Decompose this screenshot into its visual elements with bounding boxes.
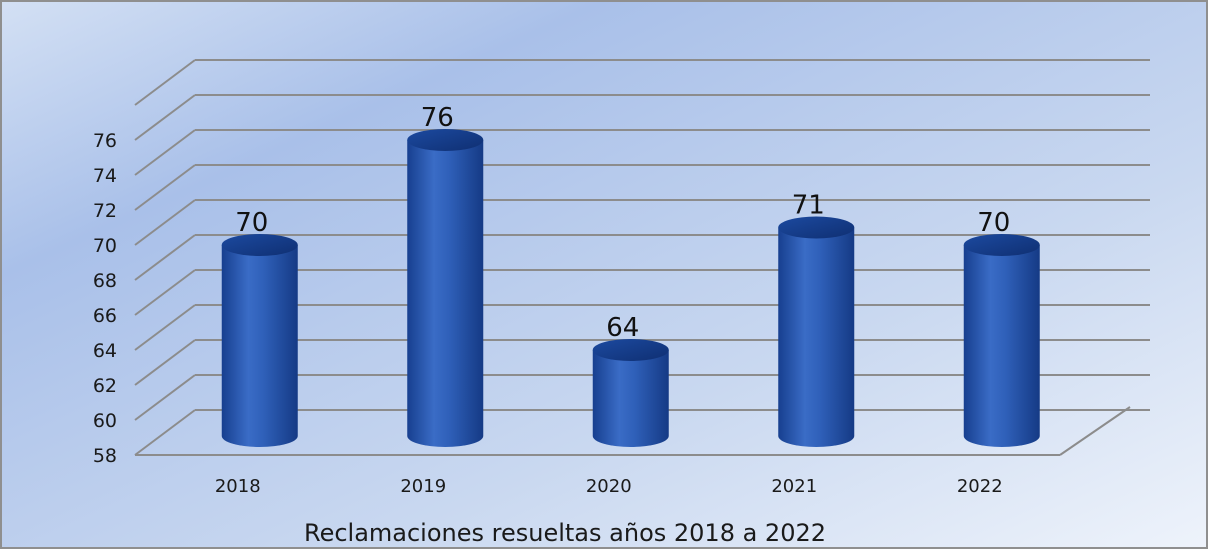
gridline-diagonal <box>134 304 196 351</box>
bar-2019 <box>407 129 484 447</box>
y-tick-label: 60 <box>93 410 117 432</box>
floor-side-edge <box>1059 406 1131 456</box>
bar-cap <box>778 216 855 239</box>
bar-cap <box>221 234 298 256</box>
gridline-diagonal <box>134 164 196 211</box>
x-axis-title: Reclamaciones resueltas años 2018 a 2022 <box>304 519 826 547</box>
bar-2022 <box>963 234 1040 447</box>
gridline-diagonal <box>134 234 196 281</box>
x-tick-label: 2018 <box>215 476 261 497</box>
bar-body <box>221 245 298 447</box>
y-tick-label: 72 <box>93 200 117 222</box>
y-tick-label: 66 <box>93 305 117 327</box>
x-tick-label: 2019 <box>400 476 446 497</box>
gridline-diagonal <box>134 59 196 106</box>
y-tick-label: 76 <box>93 130 117 152</box>
gridline-diagonal <box>134 94 196 141</box>
data-label: 71 <box>792 191 825 221</box>
bar-body <box>778 227 855 447</box>
y-tick-label: 58 <box>93 445 117 467</box>
y-axis-ticks: 58 60 62 64 66 68 70 72 74 76 <box>93 130 117 467</box>
x-tick-label: 2021 <box>771 476 817 497</box>
data-label: 64 <box>606 313 639 343</box>
gridline-diagonal <box>134 269 196 316</box>
y-tick-label: 68 <box>93 270 117 292</box>
data-label: 70 <box>235 208 268 238</box>
data-label: 70 <box>977 208 1010 238</box>
bar-2020 <box>592 339 669 447</box>
x-tick-label: 2022 <box>957 476 1003 497</box>
bar-cap <box>407 129 484 151</box>
gridline-diagonal <box>134 129 196 176</box>
bar-2021 <box>778 216 855 447</box>
gridline-diagonal <box>134 409 196 456</box>
gridline-diagonal <box>134 339 196 386</box>
bar-body <box>963 245 1040 447</box>
bars <box>221 129 1040 447</box>
data-label: 76 <box>421 103 454 133</box>
bar-body <box>407 140 484 447</box>
data-labels: 70 76 64 71 70 <box>235 103 1010 343</box>
y-tick-label: 70 <box>93 235 117 257</box>
y-tick-label: 74 <box>93 165 117 187</box>
bar-body <box>592 350 669 447</box>
bar-cap <box>592 339 669 361</box>
y-tick-label: 62 <box>93 375 117 397</box>
x-tick-label: 2020 <box>586 476 632 497</box>
gridline-diagonal <box>134 199 196 246</box>
x-axis-categories: 2018 2019 2020 2021 2022 <box>215 476 1003 497</box>
bar-cap <box>963 234 1040 256</box>
gridline-diagonal <box>134 374 196 421</box>
bar-2018 <box>221 234 298 447</box>
y-tick-label: 64 <box>93 340 117 362</box>
